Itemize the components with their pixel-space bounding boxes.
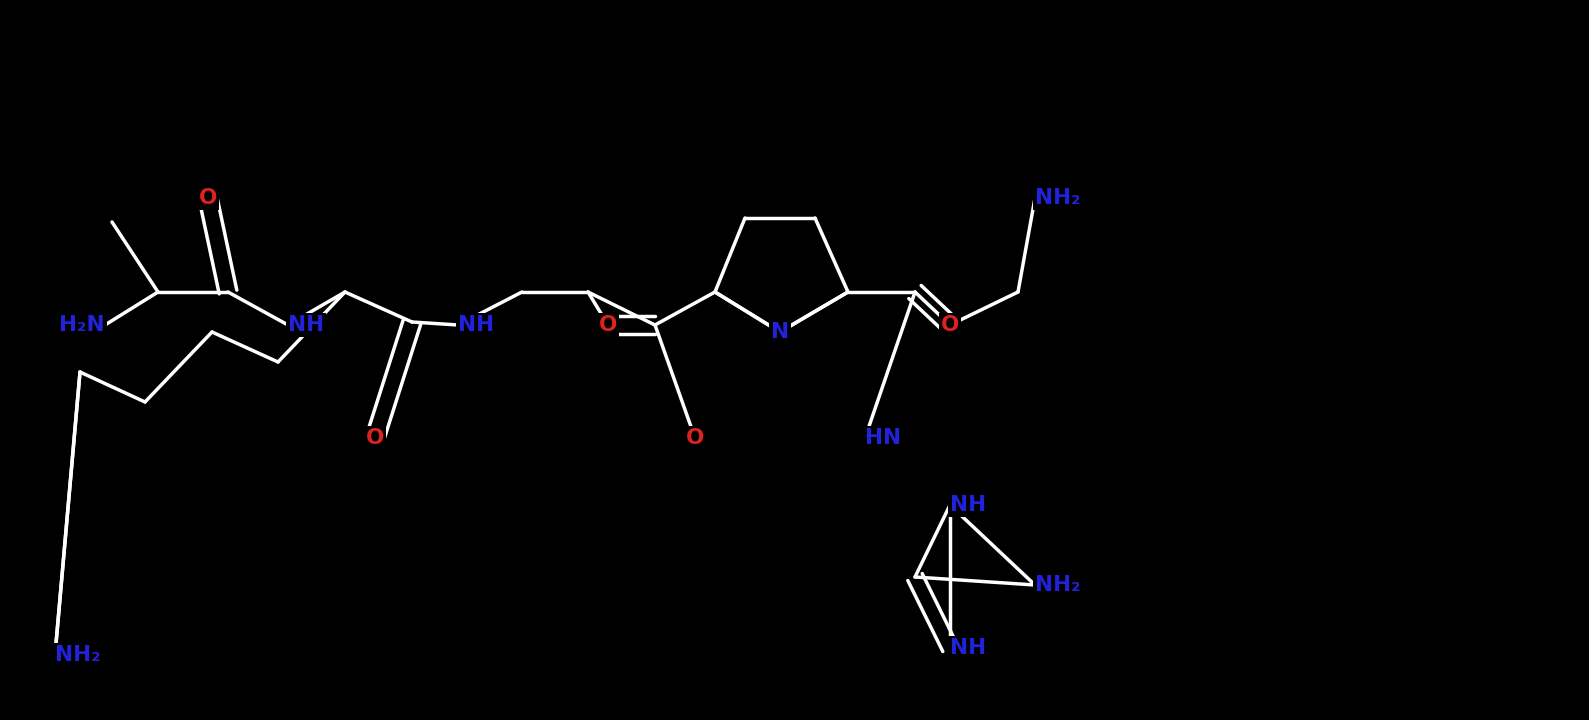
Text: NH: NH xyxy=(458,315,494,335)
Text: NH: NH xyxy=(288,315,324,335)
Text: H₂N: H₂N xyxy=(59,315,105,335)
Text: NH₂: NH₂ xyxy=(56,645,100,665)
Text: O: O xyxy=(365,428,385,448)
Text: NH₂: NH₂ xyxy=(1034,188,1081,208)
Text: HN: HN xyxy=(864,428,901,448)
Text: O: O xyxy=(941,315,960,335)
Text: O: O xyxy=(199,188,218,208)
Text: NH₂: NH₂ xyxy=(1034,575,1081,595)
Text: NH: NH xyxy=(950,638,987,658)
Text: NH: NH xyxy=(950,495,987,515)
Text: O: O xyxy=(599,315,617,335)
Text: O: O xyxy=(686,428,704,448)
Text: N: N xyxy=(771,322,790,342)
